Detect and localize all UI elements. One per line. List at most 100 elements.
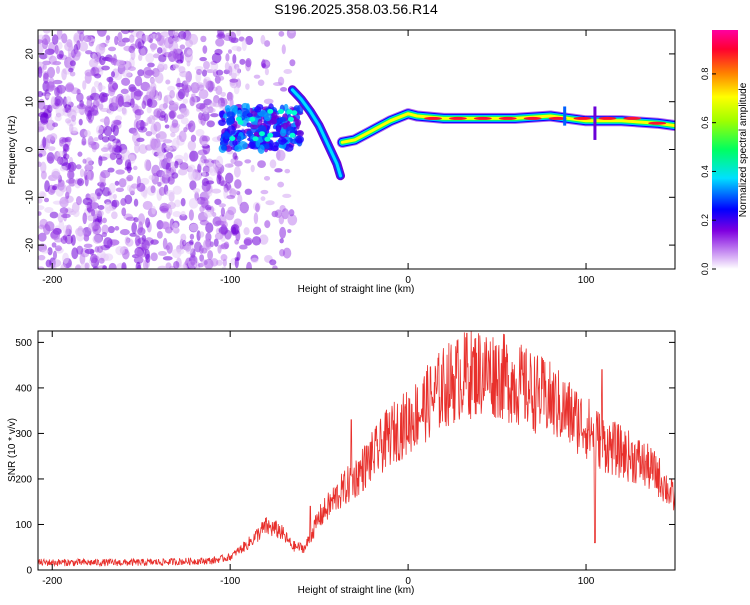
trace-peak [473, 116, 492, 120]
noise-blob [229, 78, 239, 83]
noise-blob [133, 165, 138, 171]
noise-blob [165, 79, 171, 85]
noise-blob [216, 33, 226, 39]
noise-blob [282, 193, 292, 199]
colorbar-label: Normalized spectral amplitude [738, 82, 749, 217]
noise-blob [162, 237, 168, 250]
trace-peak [648, 121, 667, 125]
noise-blob [280, 87, 288, 92]
noise-blob [38, 98, 46, 110]
cluster-blob [218, 119, 226, 126]
spectrogram-trace [287, 85, 675, 181]
cluster-highlight [291, 110, 298, 116]
noise-blob [38, 111, 49, 118]
noise-blob [49, 133, 58, 141]
noise-blob [109, 152, 117, 160]
noise-blob [265, 61, 270, 66]
noise-blob [94, 73, 102, 79]
noise-blob [103, 125, 113, 137]
cluster-blob [283, 103, 289, 112]
noise-blob [230, 189, 239, 194]
cluster-highlight [252, 136, 259, 142]
noise-blob [110, 71, 116, 78]
noise-blob [100, 95, 108, 103]
y-tick-label: 20 [25, 48, 36, 60]
noise-blob [90, 253, 98, 264]
noise-blob [214, 232, 224, 240]
noise-blob [170, 132, 176, 138]
noise-blob [40, 161, 47, 174]
noise-blob [203, 78, 208, 87]
trace-descending [290, 88, 342, 178]
noise-blob [62, 234, 67, 241]
cluster-blob [236, 135, 242, 143]
noise-blob [201, 135, 211, 143]
noise-blob [174, 199, 181, 208]
noise-blob [210, 113, 219, 118]
noise-blob [121, 77, 131, 86]
noise-blob [96, 85, 106, 91]
noise-blob [93, 137, 99, 142]
noise-blob [69, 60, 76, 67]
noise-blob [164, 124, 170, 129]
noise-blob [150, 139, 158, 150]
cluster-blob [278, 116, 287, 123]
noise-blob [64, 136, 72, 143]
noise-blob [90, 208, 96, 217]
noise-blob [55, 65, 61, 75]
noise-blob [260, 189, 269, 195]
noise-blob [38, 39, 44, 44]
noise-blob [42, 64, 47, 71]
noise-blob [213, 238, 219, 247]
noise-blob [115, 169, 125, 175]
x-tick-label: -100 [220, 576, 240, 587]
noise-blob [133, 198, 139, 207]
noise-blob [147, 99, 158, 108]
noise-blob [87, 202, 92, 214]
y-tick-label: 100 [15, 520, 32, 531]
noise-blob [182, 98, 189, 104]
noise-blob [244, 188, 253, 195]
noise-blob [189, 150, 199, 162]
cluster-blob [227, 116, 235, 125]
noise-blob [219, 97, 228, 107]
noise-blob [284, 168, 291, 174]
noise-blob [163, 204, 172, 209]
noise-blob [129, 86, 138, 92]
noise-blob [230, 72, 237, 79]
noise-blob [288, 30, 295, 34]
noise-blob [120, 149, 131, 161]
noise-blob [103, 237, 113, 249]
noise-blob [136, 182, 146, 192]
noise-blob [234, 239, 239, 245]
noise-blob [57, 41, 63, 50]
noise-blob [75, 164, 82, 170]
noise-blob [201, 181, 211, 192]
noise-blob [121, 107, 128, 116]
noise-blob [283, 68, 293, 75]
noise-blob [101, 224, 109, 235]
noise-blob [245, 83, 250, 90]
noise-blob [165, 190, 175, 197]
noise-blob [124, 236, 130, 246]
noise-blob [69, 123, 74, 134]
noise-blob [124, 158, 132, 170]
noise-blob [263, 175, 271, 181]
noise-blob [165, 146, 173, 152]
noise-blob [86, 100, 92, 107]
noise-blob [137, 213, 146, 226]
noise-blob [145, 253, 151, 264]
noise-blob [158, 61, 165, 69]
noise-blob [65, 118, 72, 124]
noise-blob [224, 61, 230, 71]
noise-blob [136, 137, 145, 143]
noise-blob [47, 146, 56, 151]
y-tick-label: -10 [25, 190, 36, 205]
noise-blob [163, 153, 172, 162]
noise-blob [133, 216, 139, 223]
noise-blob [226, 194, 236, 200]
noise-blob [55, 105, 66, 117]
colorbar-tick-label: 0.4 [700, 165, 710, 178]
noise-blob [48, 55, 57, 66]
noise-blob [81, 137, 87, 146]
